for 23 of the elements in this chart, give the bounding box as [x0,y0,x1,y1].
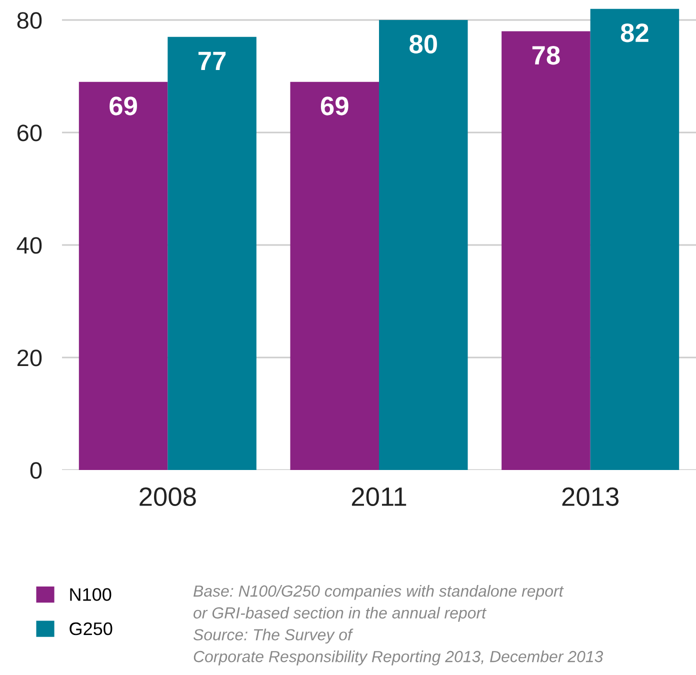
x-tick-label: 2013 [562,487,619,506]
bar [379,20,468,470]
y-tick-label: 20 [17,350,42,366]
y-tick-label: 60 [17,124,42,142]
legend-label: N100 [70,588,112,601]
y-tick-label: 40 [16,237,42,254]
text: Base: N100/G250 companies with standalone report or GRI-based section in the annual report Source: The Survey of Corporate Responsibility Reporting 2013, December 2013 [193,585,604,666]
data-label: 77 [198,52,226,70]
data-label: 78 [532,46,560,65]
bar [590,8,680,470]
x-tick-label: 2011 [352,487,406,506]
bar [78,82,168,470]
legend-label: G250 [70,622,112,636]
y-tick-label: 80 [17,12,42,29]
data-label: 82 [620,24,648,42]
x-tick-label: 2008 [140,487,196,506]
y-tick-label: 0 [30,462,42,479]
data-label: 80 [410,34,437,54]
bar [502,31,590,470]
bar [290,82,379,470]
bar [168,36,256,470]
data-label: 69 [320,96,348,116]
data-label: 69 [110,96,137,116]
